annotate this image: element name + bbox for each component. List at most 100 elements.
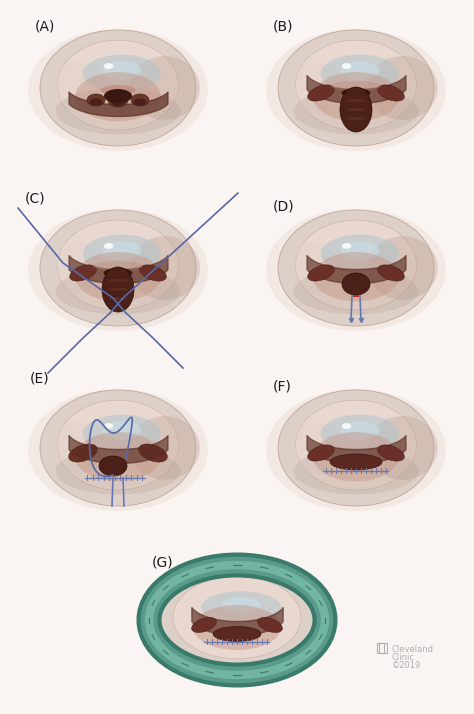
Ellipse shape bbox=[78, 418, 158, 478]
Ellipse shape bbox=[109, 297, 128, 300]
Ellipse shape bbox=[104, 423, 113, 429]
Ellipse shape bbox=[62, 226, 174, 310]
Ellipse shape bbox=[378, 85, 404, 101]
Ellipse shape bbox=[340, 421, 379, 440]
Ellipse shape bbox=[55, 88, 181, 134]
Ellipse shape bbox=[321, 415, 399, 453]
Ellipse shape bbox=[316, 238, 396, 298]
Text: (B): (B) bbox=[273, 20, 293, 34]
Ellipse shape bbox=[83, 55, 161, 92]
Ellipse shape bbox=[102, 267, 134, 312]
Ellipse shape bbox=[56, 222, 180, 314]
Ellipse shape bbox=[278, 390, 434, 506]
Ellipse shape bbox=[130, 416, 200, 480]
Ellipse shape bbox=[313, 252, 399, 301]
Ellipse shape bbox=[278, 30, 434, 146]
Ellipse shape bbox=[104, 63, 113, 69]
Ellipse shape bbox=[69, 444, 97, 462]
Ellipse shape bbox=[321, 235, 399, 272]
Ellipse shape bbox=[201, 591, 281, 624]
Ellipse shape bbox=[57, 400, 178, 490]
Ellipse shape bbox=[48, 62, 102, 114]
Ellipse shape bbox=[130, 56, 200, 120]
Ellipse shape bbox=[48, 242, 102, 294]
Ellipse shape bbox=[316, 59, 396, 118]
Ellipse shape bbox=[257, 618, 283, 633]
Ellipse shape bbox=[342, 88, 370, 98]
Ellipse shape bbox=[311, 414, 401, 482]
Ellipse shape bbox=[289, 38, 423, 138]
Ellipse shape bbox=[278, 210, 434, 326]
Ellipse shape bbox=[62, 406, 174, 490]
Ellipse shape bbox=[28, 209, 208, 331]
Ellipse shape bbox=[131, 94, 149, 106]
Text: ©2019: ©2019 bbox=[392, 661, 421, 670]
Ellipse shape bbox=[67, 231, 169, 306]
Ellipse shape bbox=[311, 54, 401, 121]
Ellipse shape bbox=[57, 220, 178, 310]
Ellipse shape bbox=[294, 222, 418, 314]
Ellipse shape bbox=[56, 402, 180, 494]
Ellipse shape bbox=[40, 390, 196, 506]
Ellipse shape bbox=[67, 411, 169, 486]
Text: Clinic: Clinic bbox=[392, 653, 415, 662]
Ellipse shape bbox=[300, 406, 412, 490]
Ellipse shape bbox=[153, 568, 321, 673]
Ellipse shape bbox=[40, 30, 196, 146]
Text: (G): (G) bbox=[152, 555, 173, 569]
Ellipse shape bbox=[283, 34, 428, 142]
Ellipse shape bbox=[75, 432, 161, 481]
Ellipse shape bbox=[346, 117, 365, 120]
Ellipse shape bbox=[73, 234, 163, 301]
Ellipse shape bbox=[108, 93, 128, 107]
Ellipse shape bbox=[173, 576, 301, 659]
Ellipse shape bbox=[83, 415, 161, 453]
Ellipse shape bbox=[278, 210, 434, 326]
Ellipse shape bbox=[51, 38, 185, 138]
Ellipse shape bbox=[28, 29, 208, 151]
Text: (E): (E) bbox=[30, 372, 50, 386]
Ellipse shape bbox=[51, 218, 185, 318]
Ellipse shape bbox=[55, 448, 181, 494]
Ellipse shape bbox=[300, 46, 412, 130]
Ellipse shape bbox=[99, 456, 127, 476]
Bar bbox=[377, 643, 387, 653]
Ellipse shape bbox=[130, 236, 200, 300]
Ellipse shape bbox=[83, 235, 161, 272]
Ellipse shape bbox=[75, 252, 161, 301]
Ellipse shape bbox=[313, 72, 399, 121]
Ellipse shape bbox=[78, 59, 158, 118]
Ellipse shape bbox=[368, 416, 438, 480]
Ellipse shape bbox=[140, 265, 166, 281]
Ellipse shape bbox=[293, 268, 419, 314]
Ellipse shape bbox=[73, 414, 163, 482]
Ellipse shape bbox=[93, 261, 143, 271]
Ellipse shape bbox=[378, 265, 404, 281]
Ellipse shape bbox=[67, 50, 169, 126]
Ellipse shape bbox=[90, 99, 102, 106]
Ellipse shape bbox=[102, 421, 141, 440]
Ellipse shape bbox=[296, 40, 417, 130]
Ellipse shape bbox=[308, 85, 334, 101]
Ellipse shape bbox=[104, 243, 113, 249]
Ellipse shape bbox=[104, 268, 132, 278]
Ellipse shape bbox=[40, 30, 196, 146]
Ellipse shape bbox=[102, 241, 141, 260]
Ellipse shape bbox=[331, 81, 381, 91]
Ellipse shape bbox=[342, 273, 370, 295]
Text: (C): (C) bbox=[25, 192, 46, 206]
Ellipse shape bbox=[342, 63, 351, 69]
Ellipse shape bbox=[57, 40, 178, 130]
Ellipse shape bbox=[296, 220, 417, 310]
Text: (F): (F) bbox=[273, 380, 292, 394]
Ellipse shape bbox=[266, 29, 446, 151]
Ellipse shape bbox=[305, 231, 407, 306]
Ellipse shape bbox=[294, 42, 418, 134]
Ellipse shape bbox=[55, 268, 181, 314]
Ellipse shape bbox=[56, 42, 180, 134]
Ellipse shape bbox=[109, 279, 128, 282]
Ellipse shape bbox=[111, 98, 125, 106]
Ellipse shape bbox=[40, 210, 196, 326]
Ellipse shape bbox=[266, 209, 446, 331]
Ellipse shape bbox=[286, 422, 340, 474]
